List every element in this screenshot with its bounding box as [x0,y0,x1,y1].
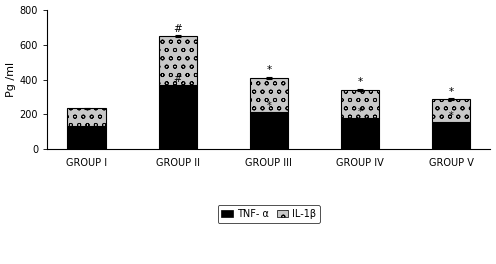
Text: *: * [448,87,454,97]
Bar [341,90,379,118]
Bar [341,118,379,149]
Text: *: * [358,77,363,87]
Bar [249,78,288,112]
Y-axis label: Pg /ml: Pg /ml [5,62,15,97]
Text: #: # [174,74,182,84]
Text: #: # [173,24,182,34]
Bar [249,112,288,149]
Bar [432,122,470,149]
Text: *: * [449,111,453,121]
Bar [159,36,197,85]
Bar [67,108,106,126]
Bar [159,85,197,149]
Text: *: * [266,65,271,75]
Text: *: * [266,101,271,111]
Text: *: * [358,107,363,117]
Legend: TNF- α, IL-1β: TNF- α, IL-1β [218,205,320,223]
Bar [67,126,106,149]
Bar [432,99,470,122]
